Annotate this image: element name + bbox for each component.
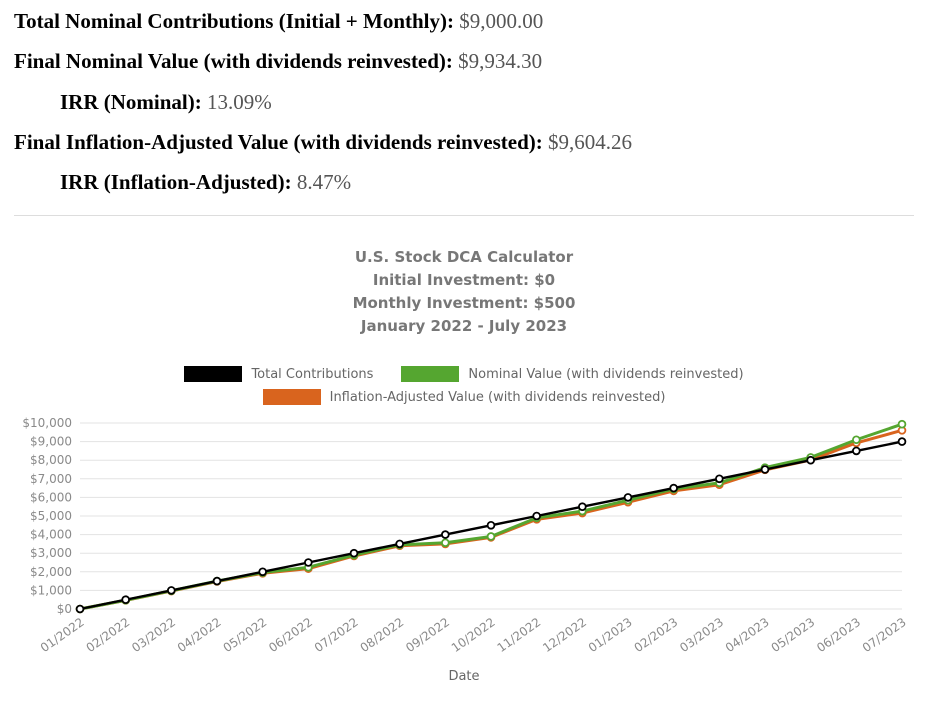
chart-title: U.S. Stock DCA Calculator Initial Invest…: [14, 246, 914, 338]
legend-item: Inflation-Adjusted Value (with dividends…: [262, 389, 666, 406]
legend-label: Nominal Value (with dividends reinvested…: [468, 366, 744, 382]
svg-text:$9,000: $9,000: [30, 435, 72, 449]
summary-label: Final Nominal Value (with dividends rein…: [14, 49, 453, 74]
svg-text:$3,000: $3,000: [30, 546, 72, 560]
svg-text:02/2022: 02/2022: [84, 615, 133, 655]
x-axis-title: Date: [448, 669, 480, 685]
results-summary: Total Nominal Contributions (Initial + M…: [14, 8, 914, 195]
legend-item: Nominal Value (with dividends reinvested…: [401, 366, 744, 383]
summary-value: $9,604.26: [548, 129, 633, 154]
summary-value: 13.09%: [207, 89, 272, 114]
chart-title-line: Monthly Investment: $500: [352, 294, 576, 313]
chart-legend: Total Contributions Nominal Value (with d…: [14, 366, 914, 406]
summary-label: IRR (Nominal):: [60, 89, 202, 114]
summary-value: 8.47%: [296, 170, 352, 194]
svg-text:$5,000: $5,000: [30, 509, 72, 523]
summary-label: Total Nominal Contributions (Initial + M…: [14, 9, 454, 33]
svg-text:06/2023: 06/2023: [814, 615, 863, 655]
svg-text:$7,000: $7,000: [30, 472, 72, 486]
summary-line-final-inflation-adjusted: Final Inflation-Adjusted Value (with div…: [14, 129, 914, 155]
line-chart-plot: $0 $1,000 $2,000 $3,000 $4,000 $5,000 $6,000 $7…: [22, 416, 909, 655]
legend-swatch: [262, 389, 321, 406]
legend-swatch: [184, 366, 243, 383]
legend-row: Inflation-Adjusted Value (with dividends…: [262, 389, 666, 406]
svg-text:10/2022: 10/2022: [449, 615, 498, 655]
legend-row: Total Contributions Nominal Value (with d…: [184, 366, 744, 383]
svg-text:01/2022: 01/2022: [38, 615, 87, 655]
summary-line-irr-nominal: IRR (Nominal): 13.09%: [60, 89, 914, 115]
summary-value: $9,000.00: [459, 9, 544, 33]
legend-swatch: [401, 366, 460, 383]
legend-label: Total Contributions: [251, 366, 374, 382]
svg-text:07/2023: 07/2023: [860, 615, 909, 655]
svg-text:05/2023: 05/2023: [769, 615, 818, 655]
summary-label: IRR (Inflation-Adjusted):: [60, 170, 292, 194]
dca-results-page: Total Nominal Contributions (Initial + M…: [14, 8, 914, 684]
chart-title-line: U.S. Stock DCA Calculator: [354, 248, 574, 267]
chart-title-line: January 2022 - July 2023: [360, 317, 568, 336]
svg-text:$2,000: $2,000: [30, 565, 72, 579]
svg-text:08/2022: 08/2022: [358, 615, 407, 655]
svg-text:07/2022: 07/2022: [312, 615, 361, 655]
svg-text:04/2023: 04/2023: [723, 615, 772, 655]
divider: [14, 215, 914, 217]
summary-line-final-nominal: Final Nominal Value (with dividends rein…: [14, 48, 914, 74]
summary-line-total-contributions: Total Nominal Contributions (Initial + M…: [14, 8, 914, 34]
summary-value: $9,934.30: [458, 49, 543, 74]
svg-text:06/2022: 06/2022: [266, 615, 315, 655]
svg-text:$0: $0: [57, 602, 72, 616]
svg-text:12/2022: 12/2022: [540, 615, 589, 655]
svg-text:09/2022: 09/2022: [403, 615, 452, 655]
legend-label: Inflation-Adjusted Value (with dividends…: [329, 389, 666, 405]
svg-text:$8,000: $8,000: [30, 453, 72, 467]
svg-text:$6,000: $6,000: [30, 491, 72, 505]
legend-item: Total Contributions: [184, 366, 374, 383]
chart-title-line: Initial Investment: $0: [372, 271, 556, 290]
svg-text:03/2022: 03/2022: [129, 615, 178, 655]
svg-text:04/2022: 04/2022: [175, 615, 224, 655]
svg-text:11/2022: 11/2022: [495, 615, 544, 655]
dca-chart: U.S. Stock DCA Calculator Initial Invest…: [14, 246, 914, 684]
svg-text:$1,000: $1,000: [30, 584, 72, 598]
svg-text:05/2022: 05/2022: [221, 615, 270, 655]
svg-text:03/2023: 03/2023: [677, 615, 726, 655]
summary-line-irr-inflation-adjusted: IRR (Inflation-Adjusted): 8.47%: [60, 169, 914, 195]
svg-text:02/2023: 02/2023: [632, 615, 681, 655]
svg-text:$10,000: $10,000: [22, 416, 72, 430]
summary-label: Final Inflation-Adjusted Value (with div…: [14, 129, 543, 154]
svg-text:01/2023: 01/2023: [586, 615, 635, 655]
svg-text:$4,000: $4,000: [30, 528, 72, 542]
